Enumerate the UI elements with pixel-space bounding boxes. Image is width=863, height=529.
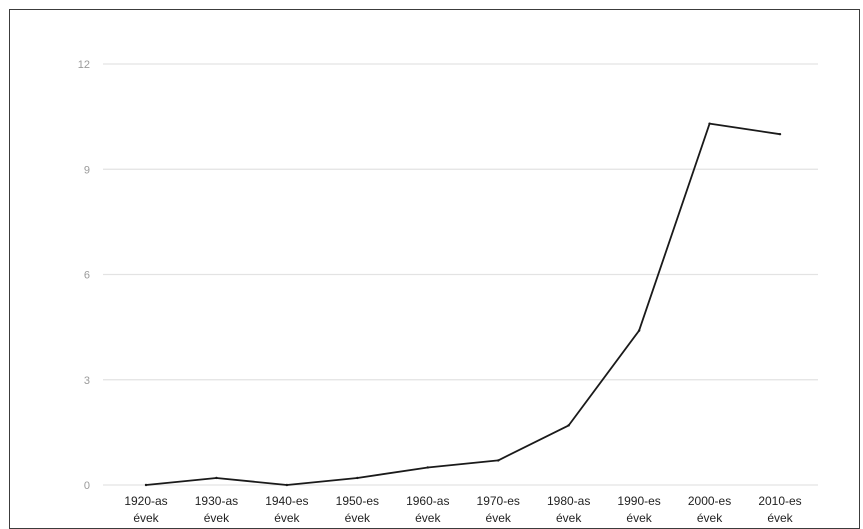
data-point (567, 424, 570, 427)
x-tick-label: 1970-es évek (477, 494, 520, 523)
x-tick-label-decade: 1970-es (477, 494, 520, 508)
series-line (145, 122, 781, 486)
x-tick-label-suffix: évek (486, 511, 512, 523)
x-tick-label-suffix: évek (697, 511, 723, 523)
x-tick-label-suffix: évek (767, 511, 793, 523)
y-tick-label: 9 (84, 164, 90, 176)
x-tick-label-decade: 1950-es (336, 494, 379, 508)
x-tick-label: 2010-es évek (758, 494, 801, 523)
x-tick-label-suffix: évek (556, 511, 582, 523)
x-tick-label: 1920-as évek (124, 494, 167, 523)
x-tick-label: 1990-es évek (617, 494, 660, 523)
data-point (497, 459, 500, 462)
x-tick-label: 1930-as évek (195, 494, 238, 523)
x-tick-label-suffix: évek (274, 511, 300, 523)
x-tick-label-decade: 1930-as (195, 494, 238, 508)
data-point (426, 466, 429, 469)
x-tick-label-decade: 1940-es (265, 494, 308, 508)
x-tick-label-decade: 1980-as (547, 494, 590, 508)
x-tick-label: 1940-es évek (265, 494, 308, 523)
y-tick-label: 6 (84, 270, 90, 282)
x-tick-label-suffix: évek (345, 511, 371, 523)
data-point (637, 329, 641, 332)
data-point (215, 476, 218, 480)
x-tick-label-suffix: évek (415, 511, 441, 523)
x-tick-label-decade: 1990-es (617, 494, 660, 508)
chart-frame (9, 9, 860, 529)
x-tick-label: 2000-es évek (688, 494, 731, 523)
x-tick-label-decade: 1920-as (124, 494, 167, 508)
x-tick-label: 1950-es évek (336, 494, 379, 523)
data-point (285, 483, 289, 487)
x-tick-label: 1980-as évek (547, 494, 590, 523)
x-tick-label-decade: 2010-es (758, 494, 801, 508)
data-point (708, 122, 711, 125)
y-tick-label: 3 (84, 375, 90, 387)
y-axis-ticks: 0 3 6 9 12 (78, 59, 90, 492)
y-tick-label: 12 (78, 59, 90, 71)
x-tick-label-decade: 1960-as (406, 494, 449, 508)
gridlines (103, 63, 818, 486)
x-tick-label-suffix: évek (133, 511, 159, 523)
data-point (356, 476, 359, 480)
series-layer (144, 122, 782, 487)
x-tick-label-suffix: évek (204, 511, 230, 523)
data-point (144, 483, 148, 487)
x-tick-label-suffix: évek (626, 511, 652, 523)
x-tick-label: 1960-as évek (406, 494, 449, 523)
data-point (778, 132, 782, 136)
x-tick-label-decade: 2000-es (688, 494, 731, 508)
y-tick-label: 0 (84, 480, 90, 492)
